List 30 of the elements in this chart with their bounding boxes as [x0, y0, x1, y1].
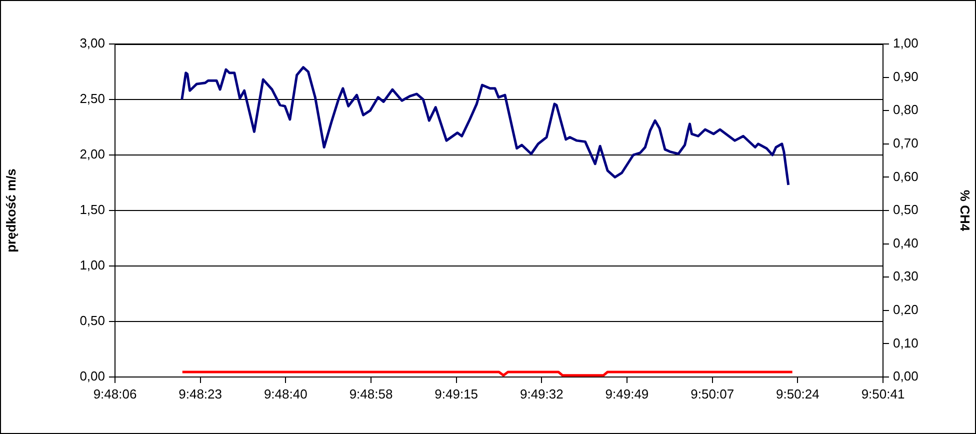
y2-tick-label: 0,40 [893, 235, 918, 250]
y2-tick-label: 0,50 [893, 202, 918, 218]
x-tick-label: 9:49:49 [605, 386, 649, 402]
y2-tick-label: 0,80 [893, 102, 918, 118]
x-tick-label: 9:48:06 [93, 386, 137, 402]
y-tick-label: 1,00 [80, 258, 105, 273]
y2-tick-label: 1,00 [893, 36, 918, 51]
y-tick-label: 3,00 [80, 36, 105, 51]
y-tick-label: 0,50 [80, 313, 105, 328]
x-tick-label: 9:49:15 [434, 386, 478, 402]
x-tick-label: 9:48:40 [264, 386, 308, 402]
y2-tick-label: 0,70 [893, 135, 918, 150]
x-tick-label: 9:50:07 [690, 386, 734, 402]
y2-tick-label: 0,30 [893, 268, 918, 284]
y2-tick-label: 0,00 [893, 368, 918, 384]
y-tick-label: 1,50 [80, 202, 105, 218]
y2-tick-label: 0,10 [893, 335, 918, 350]
x-tick-label: 9:50:24 [776, 386, 820, 402]
y2-tick-label: 0,90 [893, 68, 918, 84]
y2-axis-title: % CH4 [958, 190, 973, 232]
x-tick-label: 9:50:41 [861, 386, 905, 402]
x-tick-label: 9:48:23 [178, 386, 222, 402]
y-tick-label: 2,00 [80, 146, 105, 162]
y2-tick-label: 0,20 [893, 302, 918, 317]
y2-tick-label: 0,60 [893, 168, 918, 184]
x-tick-label: 9:49:32 [520, 386, 564, 402]
y-tick-label: 0,00 [80, 368, 105, 384]
y-axis-title: prędkość m/s [3, 168, 18, 252]
y-tick-label: 2,50 [80, 91, 105, 106]
x-tick-label: 9:48:58 [349, 386, 393, 402]
